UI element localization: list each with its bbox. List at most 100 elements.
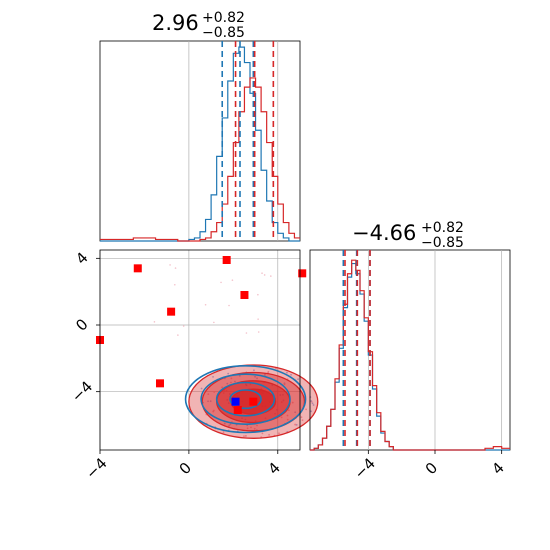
scatter-sample-point [221, 386, 224, 389]
scatter-sample-point [169, 264, 171, 266]
panel-bottom-right-quantiles [342, 250, 371, 450]
panel-top-left: 2.96 +0.82 −0.85 [99, 10, 301, 242]
y-tick-label: −4 [68, 377, 96, 405]
scatter-sample-point [257, 318, 259, 320]
scatter-sample-point [212, 409, 215, 412]
scatter-sample-point [227, 372, 230, 375]
scatter-sample-point [229, 423, 232, 426]
scatter-sample-point [207, 393, 210, 396]
scatter-sample-point [238, 374, 241, 377]
scatter-sample-point [253, 369, 255, 372]
scatter-sample-point [286, 418, 289, 421]
scatter-sample-point [228, 424, 231, 427]
panel-bottom-left-frame [99, 249, 301, 451]
scatter-sample-point [286, 371, 288, 374]
title-top-left-value: 2.96 [152, 11, 199, 35]
blue-contour-level-0 [184, 365, 307, 434]
scatter-sample-point [246, 427, 249, 430]
x-tick-label: 0 [176, 459, 195, 478]
scatter-sample-point [234, 380, 236, 383]
scatter-sample-point [261, 272, 263, 274]
title-bottom-right-sub: −0.85 [421, 235, 464, 251]
scatter-sample-point [213, 391, 216, 393]
red-square-marker [133, 264, 142, 273]
scatter-sample-point [294, 423, 297, 426]
scatter-sample-point [250, 426, 252, 429]
panel-bottom-right-series [310, 259, 510, 451]
scatter-sample-point [278, 432, 280, 435]
red-square-marker [167, 307, 176, 316]
scatter-sample-point [207, 400, 209, 403]
scatter-sample-point [263, 274, 266, 276]
scatter-sample-point [212, 375, 214, 378]
scatter-sample-point [254, 375, 256, 378]
scatter-sample-point [230, 381, 232, 384]
red-square-marker [298, 269, 307, 278]
scatter-sample-point [220, 281, 222, 284]
scatter-sample-point [182, 325, 185, 327]
panel-bottom-right-xticks: −4 0 4 [351, 450, 508, 483]
scatter-sample-point [283, 383, 286, 386]
x-tick-label: 4 [265, 459, 284, 478]
red-square-marker [233, 406, 242, 414]
scatter-sample-point [244, 435, 247, 437]
scatter-sample-point [280, 416, 283, 419]
blue-square-marker [231, 397, 240, 406]
panel-bottom-right-frame [309, 249, 511, 451]
panel-top-left-quantiles [221, 41, 275, 241]
scatter-sample-point [270, 275, 272, 277]
scatter-sample-point [243, 435, 245, 438]
scatter-sample-point [300, 416, 303, 419]
title-top-left-sup: +0.82 [202, 10, 245, 26]
scatter-sample-point [256, 424, 258, 427]
scatter-sample-point [228, 304, 230, 307]
panel-top-left-frame [99, 40, 301, 242]
red-square-marker [249, 397, 258, 406]
scatter-sample-point [256, 377, 258, 380]
red-square-marker [240, 291, 249, 299]
scatter-sample-point [257, 331, 260, 333]
scatter-sample-point [226, 382, 229, 385]
title-bottom-right-sup: +0.82 [421, 220, 464, 236]
scatter-sample-point [253, 427, 256, 430]
scatter-sample-point [261, 432, 264, 435]
scatter-sample-point [230, 377, 233, 380]
scatter-sample-point [305, 408, 308, 411]
scatter-sample-point [200, 387, 203, 390]
title-top-left-sub: −0.85 [202, 25, 245, 41]
scatter-sample-point [286, 414, 289, 417]
scatter-sample-point [295, 423, 298, 426]
histogram-step-series-0 [310, 262, 510, 451]
scatter-sample-point [173, 283, 176, 286]
scatter-sample-point [297, 378, 299, 381]
scatter-sample-point [245, 332, 248, 334]
scatter-sample-point [287, 409, 290, 412]
scatter-sample-point [222, 431, 225, 433]
scatter-sample-point [301, 419, 304, 422]
scatter-sample-point [310, 410, 312, 413]
scatter-sample-point [291, 401, 294, 404]
scatter-sample-point [294, 411, 297, 414]
title-bottom-right-value: −4.66 [352, 221, 416, 245]
scatter-sample-point [257, 293, 259, 296]
scatter-sample-point [290, 373, 292, 376]
panel-bottom-left: −4 0 4 4 0 −4 [68, 249, 319, 483]
scatter-sample-point [153, 321, 156, 323]
histogram-step-series-1 [310, 259, 510, 451]
y-tick-label: 0 [72, 315, 91, 334]
blue-contour-level-3 [229, 389, 262, 410]
blue-contour-level-1 [200, 373, 291, 425]
x-tick-label: 4 [488, 459, 507, 478]
y-tick-label: 4 [72, 249, 91, 268]
panel-bottom-left-xticks: −4 0 4 [82, 450, 284, 483]
blue-contour-level-2 [215, 381, 276, 417]
red-square-marker [156, 379, 164, 388]
panel-top-left-series [100, 46, 300, 242]
x-tick-label: −4 [82, 454, 110, 482]
red-square-marker [222, 256, 231, 264]
scatter-sample-point [310, 400, 313, 402]
scatter-sample-point [213, 321, 215, 324]
scatter-sample-point [174, 267, 177, 269]
scatter-sample-point [231, 279, 234, 281]
